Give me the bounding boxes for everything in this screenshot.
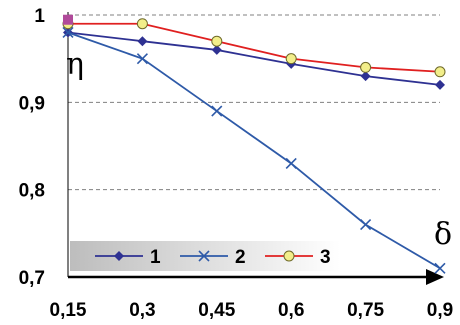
x-tick-label: 0,3 bbox=[129, 300, 155, 321]
legend-label-2: 2 bbox=[235, 247, 246, 268]
data-point-1 bbox=[114, 251, 124, 261]
data-point-2 bbox=[136, 53, 148, 65]
data-point-2 bbox=[285, 157, 297, 170]
series-line-2 bbox=[67, 31, 441, 270]
legend-label-1: 1 bbox=[150, 247, 161, 268]
series-group bbox=[62, 14, 446, 274]
data-point-3 bbox=[360, 61, 372, 73]
series-3 bbox=[62, 18, 446, 78]
y-axis-label: η bbox=[66, 47, 84, 82]
x-tick-label: 0,75 bbox=[347, 300, 384, 321]
data-point-1 bbox=[435, 79, 445, 90]
data-point-3 bbox=[283, 250, 295, 262]
series-line-1 bbox=[67, 31, 441, 86]
y-tick-label: 0,9 bbox=[19, 93, 45, 114]
start-marker bbox=[63, 14, 73, 25]
data-point-2 bbox=[211, 105, 223, 117]
data-point-3 bbox=[285, 53, 297, 65]
y-tick-label: 1 bbox=[34, 6, 45, 27]
series-2 bbox=[62, 26, 446, 274]
data-point-2 bbox=[360, 219, 372, 231]
x-tick-label: 0,45 bbox=[198, 300, 235, 321]
y-tick-label: 0,7 bbox=[19, 268, 45, 289]
grid-lines bbox=[68, 14, 440, 191]
data-point-1 bbox=[137, 36, 148, 47]
series-1 bbox=[63, 27, 445, 90]
data-point-1 bbox=[360, 71, 371, 82]
y-tick-labels: 1 0,9 0,8 0,7 bbox=[19, 6, 46, 289]
data-point-2 bbox=[198, 250, 210, 262]
y-tick-label: 0,8 bbox=[19, 181, 45, 202]
x-axis-label: δ bbox=[434, 217, 452, 252]
x-axis-arrow bbox=[426, 269, 444, 285]
data-point-1 bbox=[211, 44, 222, 55]
x-tick-label: 0,15 bbox=[50, 300, 87, 321]
x-tick-label: 0,6 bbox=[278, 300, 304, 321]
axes bbox=[67, 12, 444, 285]
x-tick-labels: 0,15 0,3 0,45 0,6 0,75 0,9 bbox=[50, 300, 454, 321]
x-tick-label: 0,9 bbox=[427, 300, 453, 321]
data-point-3 bbox=[434, 66, 446, 78]
data-point-2 bbox=[62, 26, 74, 39]
series-line-3 bbox=[68, 22, 441, 73]
data-point-3 bbox=[211, 35, 223, 47]
data-point-2 bbox=[434, 262, 446, 274]
legend: 1 2 3 bbox=[70, 241, 340, 271]
data-point-3 bbox=[136, 18, 148, 30]
legend-label-3: 3 bbox=[320, 247, 331, 268]
